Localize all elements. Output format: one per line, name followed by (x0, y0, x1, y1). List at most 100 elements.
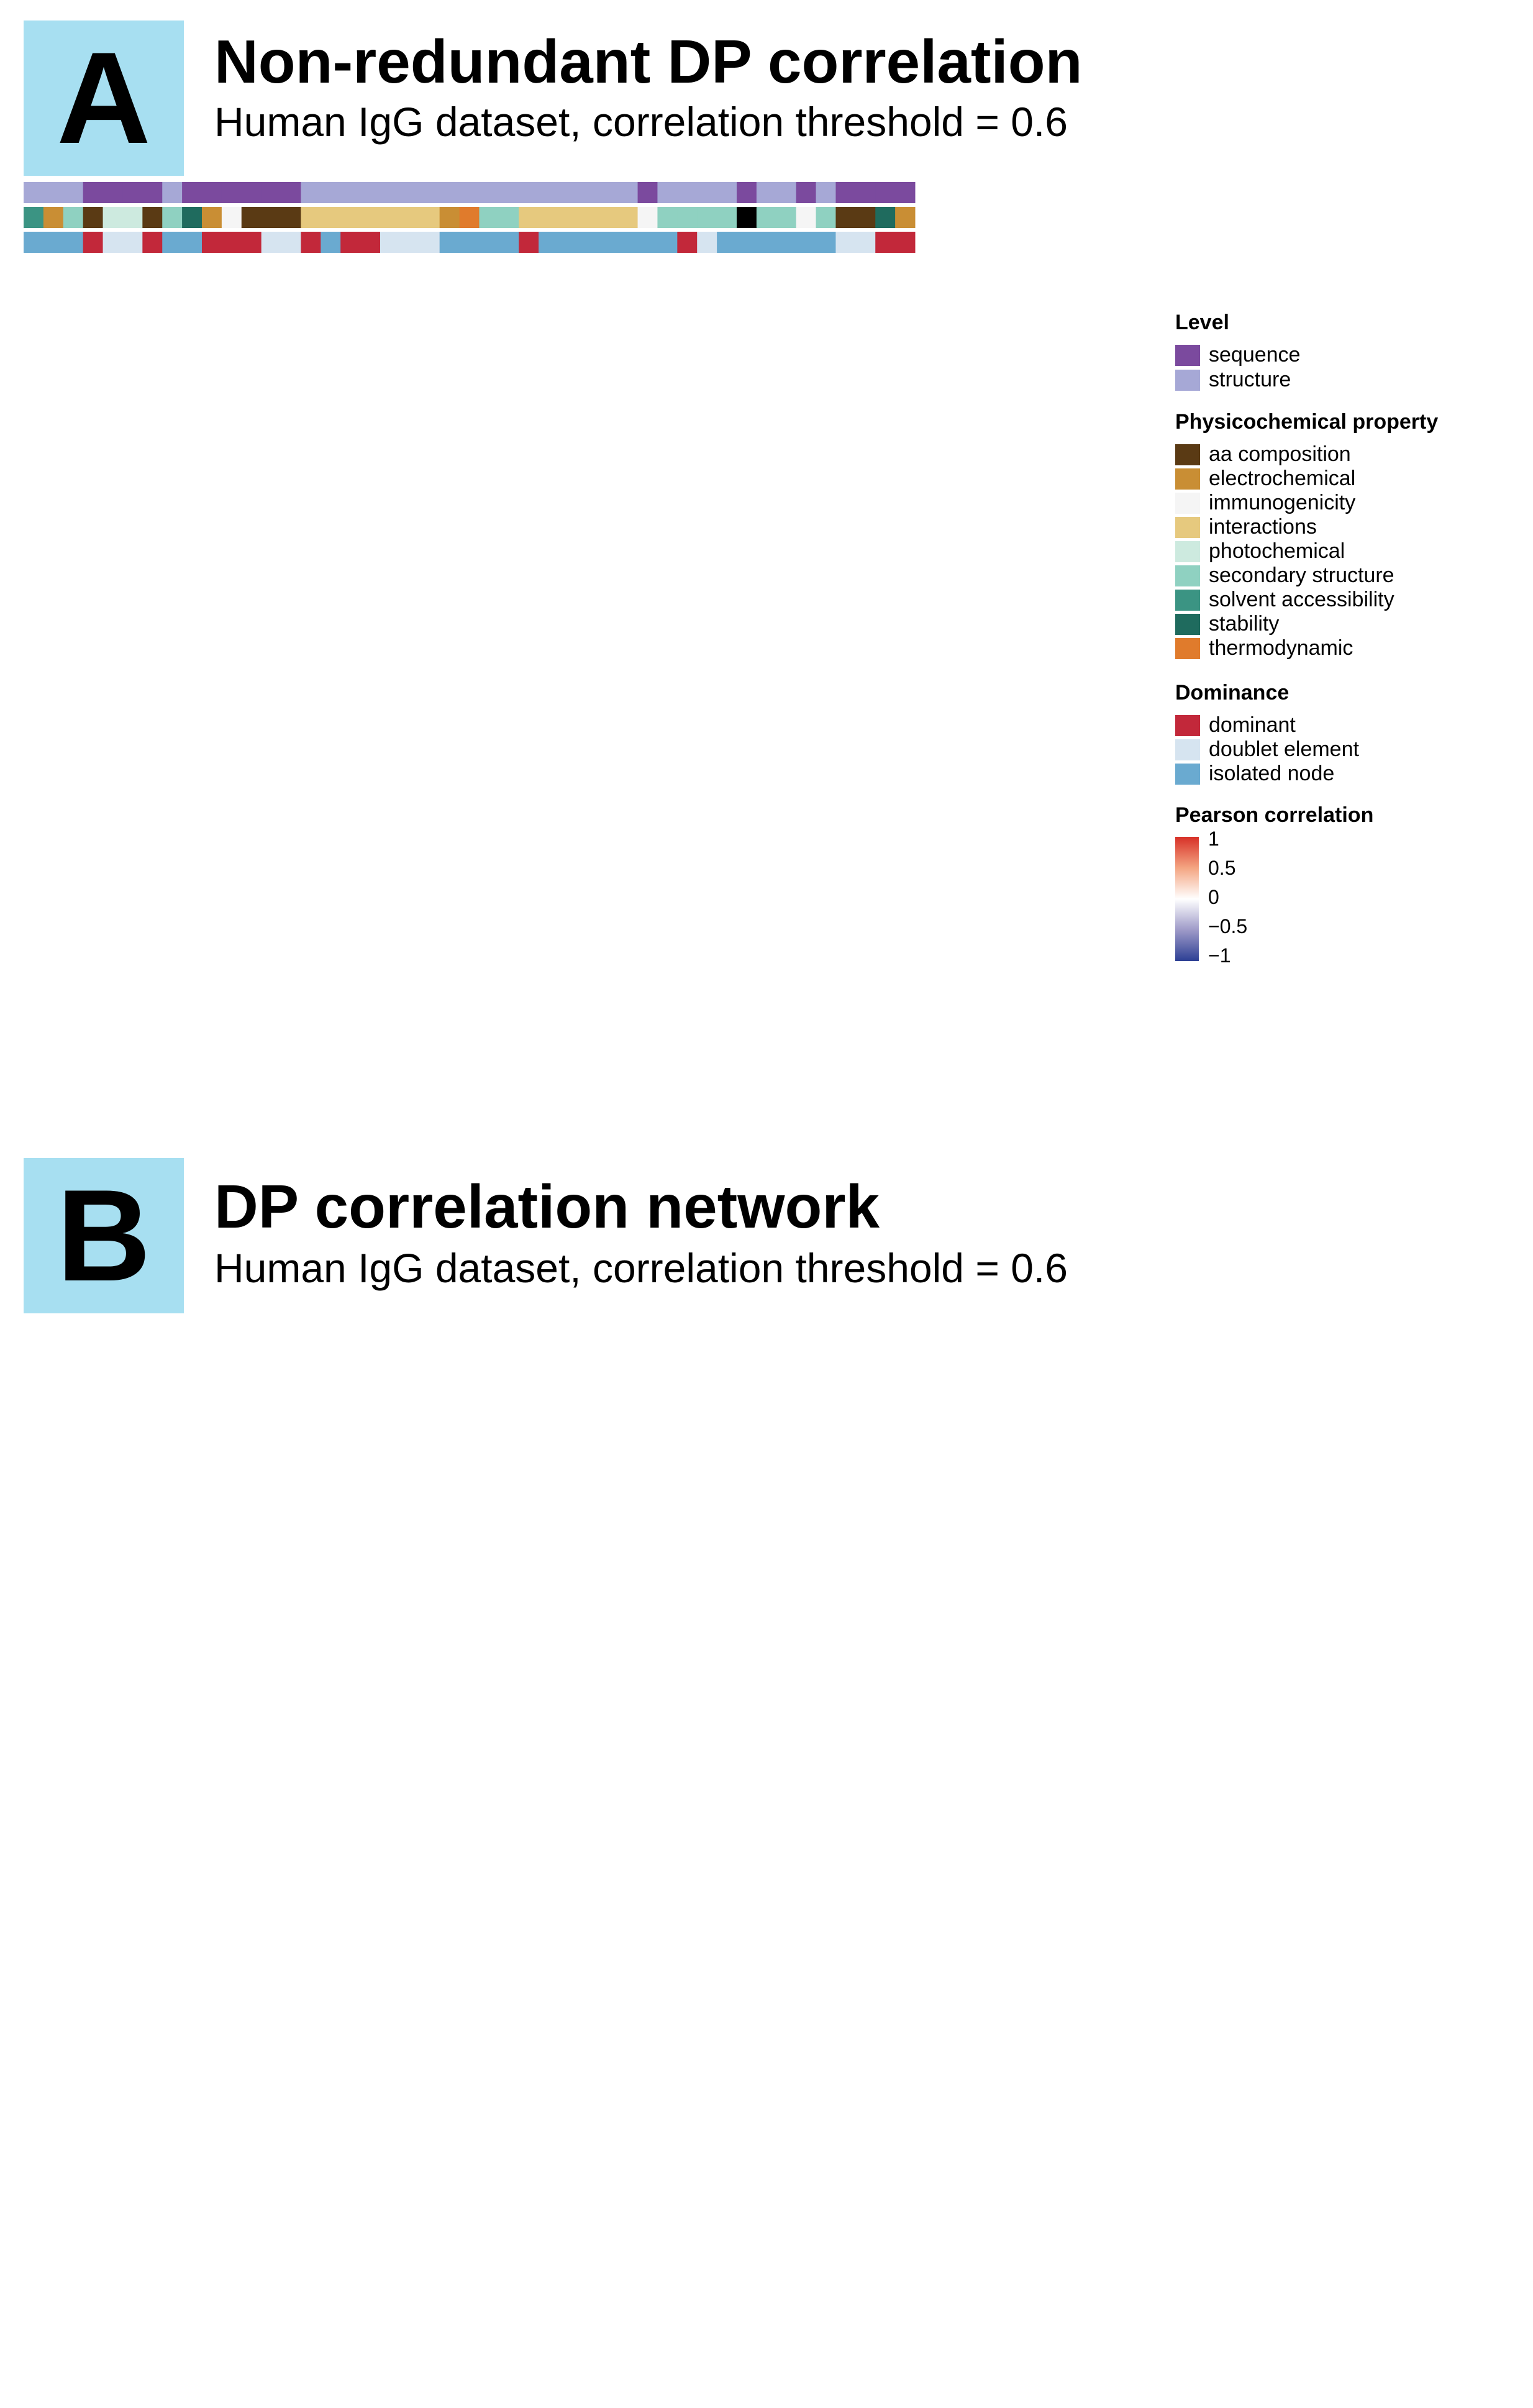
annotation-dominance-cell (796, 232, 817, 253)
panel-a-title: Non-redundant DP correlation (214, 27, 1083, 96)
annotation-level-cell (202, 182, 222, 203)
annotation-level-cell (697, 182, 717, 203)
legend-item-secondary-structure: secondary structure (1175, 563, 1394, 588)
annotation-property-cell (578, 207, 599, 228)
annotation-level-cell (162, 182, 183, 203)
annotation-property-cell (63, 207, 84, 228)
annotation-dominance-cell (340, 232, 361, 253)
legend-item-electrochemical: electrochemical (1175, 467, 1355, 491)
annotation-level-cell (816, 182, 836, 203)
annotation-dominance-cell (24, 232, 44, 253)
annotation-dominance-cell (737, 232, 757, 253)
annotation-dominance-cell (617, 232, 639, 253)
pearson-tick-label: 0 (1208, 886, 1219, 908)
annotation-level-cell (499, 182, 519, 203)
annotation-level-cell (875, 182, 896, 203)
annotation-property-cell (439, 207, 460, 228)
annotation-level-cell (459, 182, 480, 203)
legend-label: aa composition (1209, 442, 1351, 466)
panel-a-letter: A (24, 21, 184, 176)
annotation-dominance-cell (578, 232, 599, 253)
annotation-dominance-cell (162, 232, 183, 253)
annotation-level-cell (855, 182, 876, 203)
annotation-dominance-cell (598, 232, 619, 253)
legend-label: sequence (1209, 343, 1301, 367)
annotation-property-cell (816, 207, 836, 228)
annotation-property-cell (677, 207, 698, 228)
legend-item-dominant: dominant (1175, 713, 1296, 737)
annotation-property-cell (380, 207, 401, 228)
legend-swatch (1175, 714, 1200, 736)
annotation-dominance-cell (717, 232, 737, 253)
legend-swatch (1175, 589, 1200, 611)
annotation-level-cell (83, 182, 104, 203)
legend-dominance-title: Dominance (1175, 681, 1290, 705)
annotation-dominance-cell (419, 232, 440, 253)
legend-swatch (1175, 739, 1200, 760)
annotation-dominance-cell (241, 232, 262, 253)
correlation-heatmap (24, 182, 916, 253)
annotation-dominance-cell (221, 232, 242, 253)
annotation-level-cell (558, 182, 579, 203)
legend-swatch (1175, 369, 1200, 391)
legend-item-structure: structure (1175, 368, 1291, 392)
annotation-level-cell (24, 182, 44, 203)
legend-swatch (1175, 492, 1200, 514)
legend-swatch (1175, 763, 1200, 785)
annotation-property-cell (43, 207, 64, 228)
annotation-level-cell (439, 182, 460, 203)
annotation-property-cell (301, 207, 321, 228)
annotation-property-cell (399, 207, 421, 228)
annotation-dominance-cell (321, 232, 341, 253)
annotation-level-cell (182, 182, 202, 203)
legend-label: solvent accessibility (1209, 588, 1394, 611)
annotation-level-cell (380, 182, 401, 203)
legend-item-interactions: interactions (1175, 515, 1317, 539)
legend-item-photochemical: photochemical (1175, 539, 1345, 563)
pearson-tick-label: 0.5 (1208, 857, 1236, 879)
legend-swatch (1175, 344, 1200, 366)
annotation-dominance-cell (301, 232, 321, 253)
annotation-property-cell (142, 207, 163, 228)
annotation-level-cell (578, 182, 599, 203)
annotation-property-cell (182, 207, 202, 228)
annotation-property-cell (321, 207, 341, 228)
annotation-property-cell (162, 207, 183, 228)
legend-level-title: Level (1175, 311, 1229, 334)
annotation-dominance-cell (875, 232, 896, 253)
annotation-dominance-cell (281, 232, 301, 253)
annotation-level-cell (221, 182, 242, 203)
annotation-dominance-cell (816, 232, 836, 253)
legend-swatch (1175, 516, 1200, 538)
annotation-dominance-cell (519, 232, 539, 253)
annotation-property-cell (360, 207, 381, 228)
annotation-level-cell (637, 182, 658, 203)
annotation-dominance-cell (122, 232, 143, 253)
annotation-level-cell (360, 182, 381, 203)
annotation-property-cell (519, 207, 539, 228)
annotation-property-cell (24, 207, 44, 228)
annotation-dominance-cell (261, 232, 282, 253)
annotation-dominance-cell (895, 232, 916, 253)
annotation-property-cell (340, 207, 361, 228)
annotation-property-cell (697, 207, 717, 228)
annotation-dominance-cell (677, 232, 698, 253)
annotation-dominance-cell (380, 232, 401, 253)
panel-b-title: DP correlation network (214, 1172, 880, 1241)
annotation-property-cell (499, 207, 519, 228)
annotation-level-cell (657, 182, 678, 203)
annotation-level-cell (102, 182, 123, 203)
annotation-property-cell (875, 207, 896, 228)
annotation-dominance-cell (855, 232, 876, 253)
annotation-level-cell (340, 182, 361, 203)
legend-item-doublet-element: doublet element (1175, 737, 1359, 762)
annotation-level-cell (63, 182, 84, 203)
annotation-level-cell (281, 182, 301, 203)
annotation-dominance-cell (539, 232, 559, 253)
annotation-dominance-cell (697, 232, 717, 253)
annotation-level-cell (895, 182, 916, 203)
legend-item-isolated-node: isolated node (1175, 762, 1334, 786)
legend-label: structure (1209, 368, 1291, 391)
legend-swatch (1175, 540, 1200, 562)
annotation-dominance-cell (63, 232, 84, 253)
